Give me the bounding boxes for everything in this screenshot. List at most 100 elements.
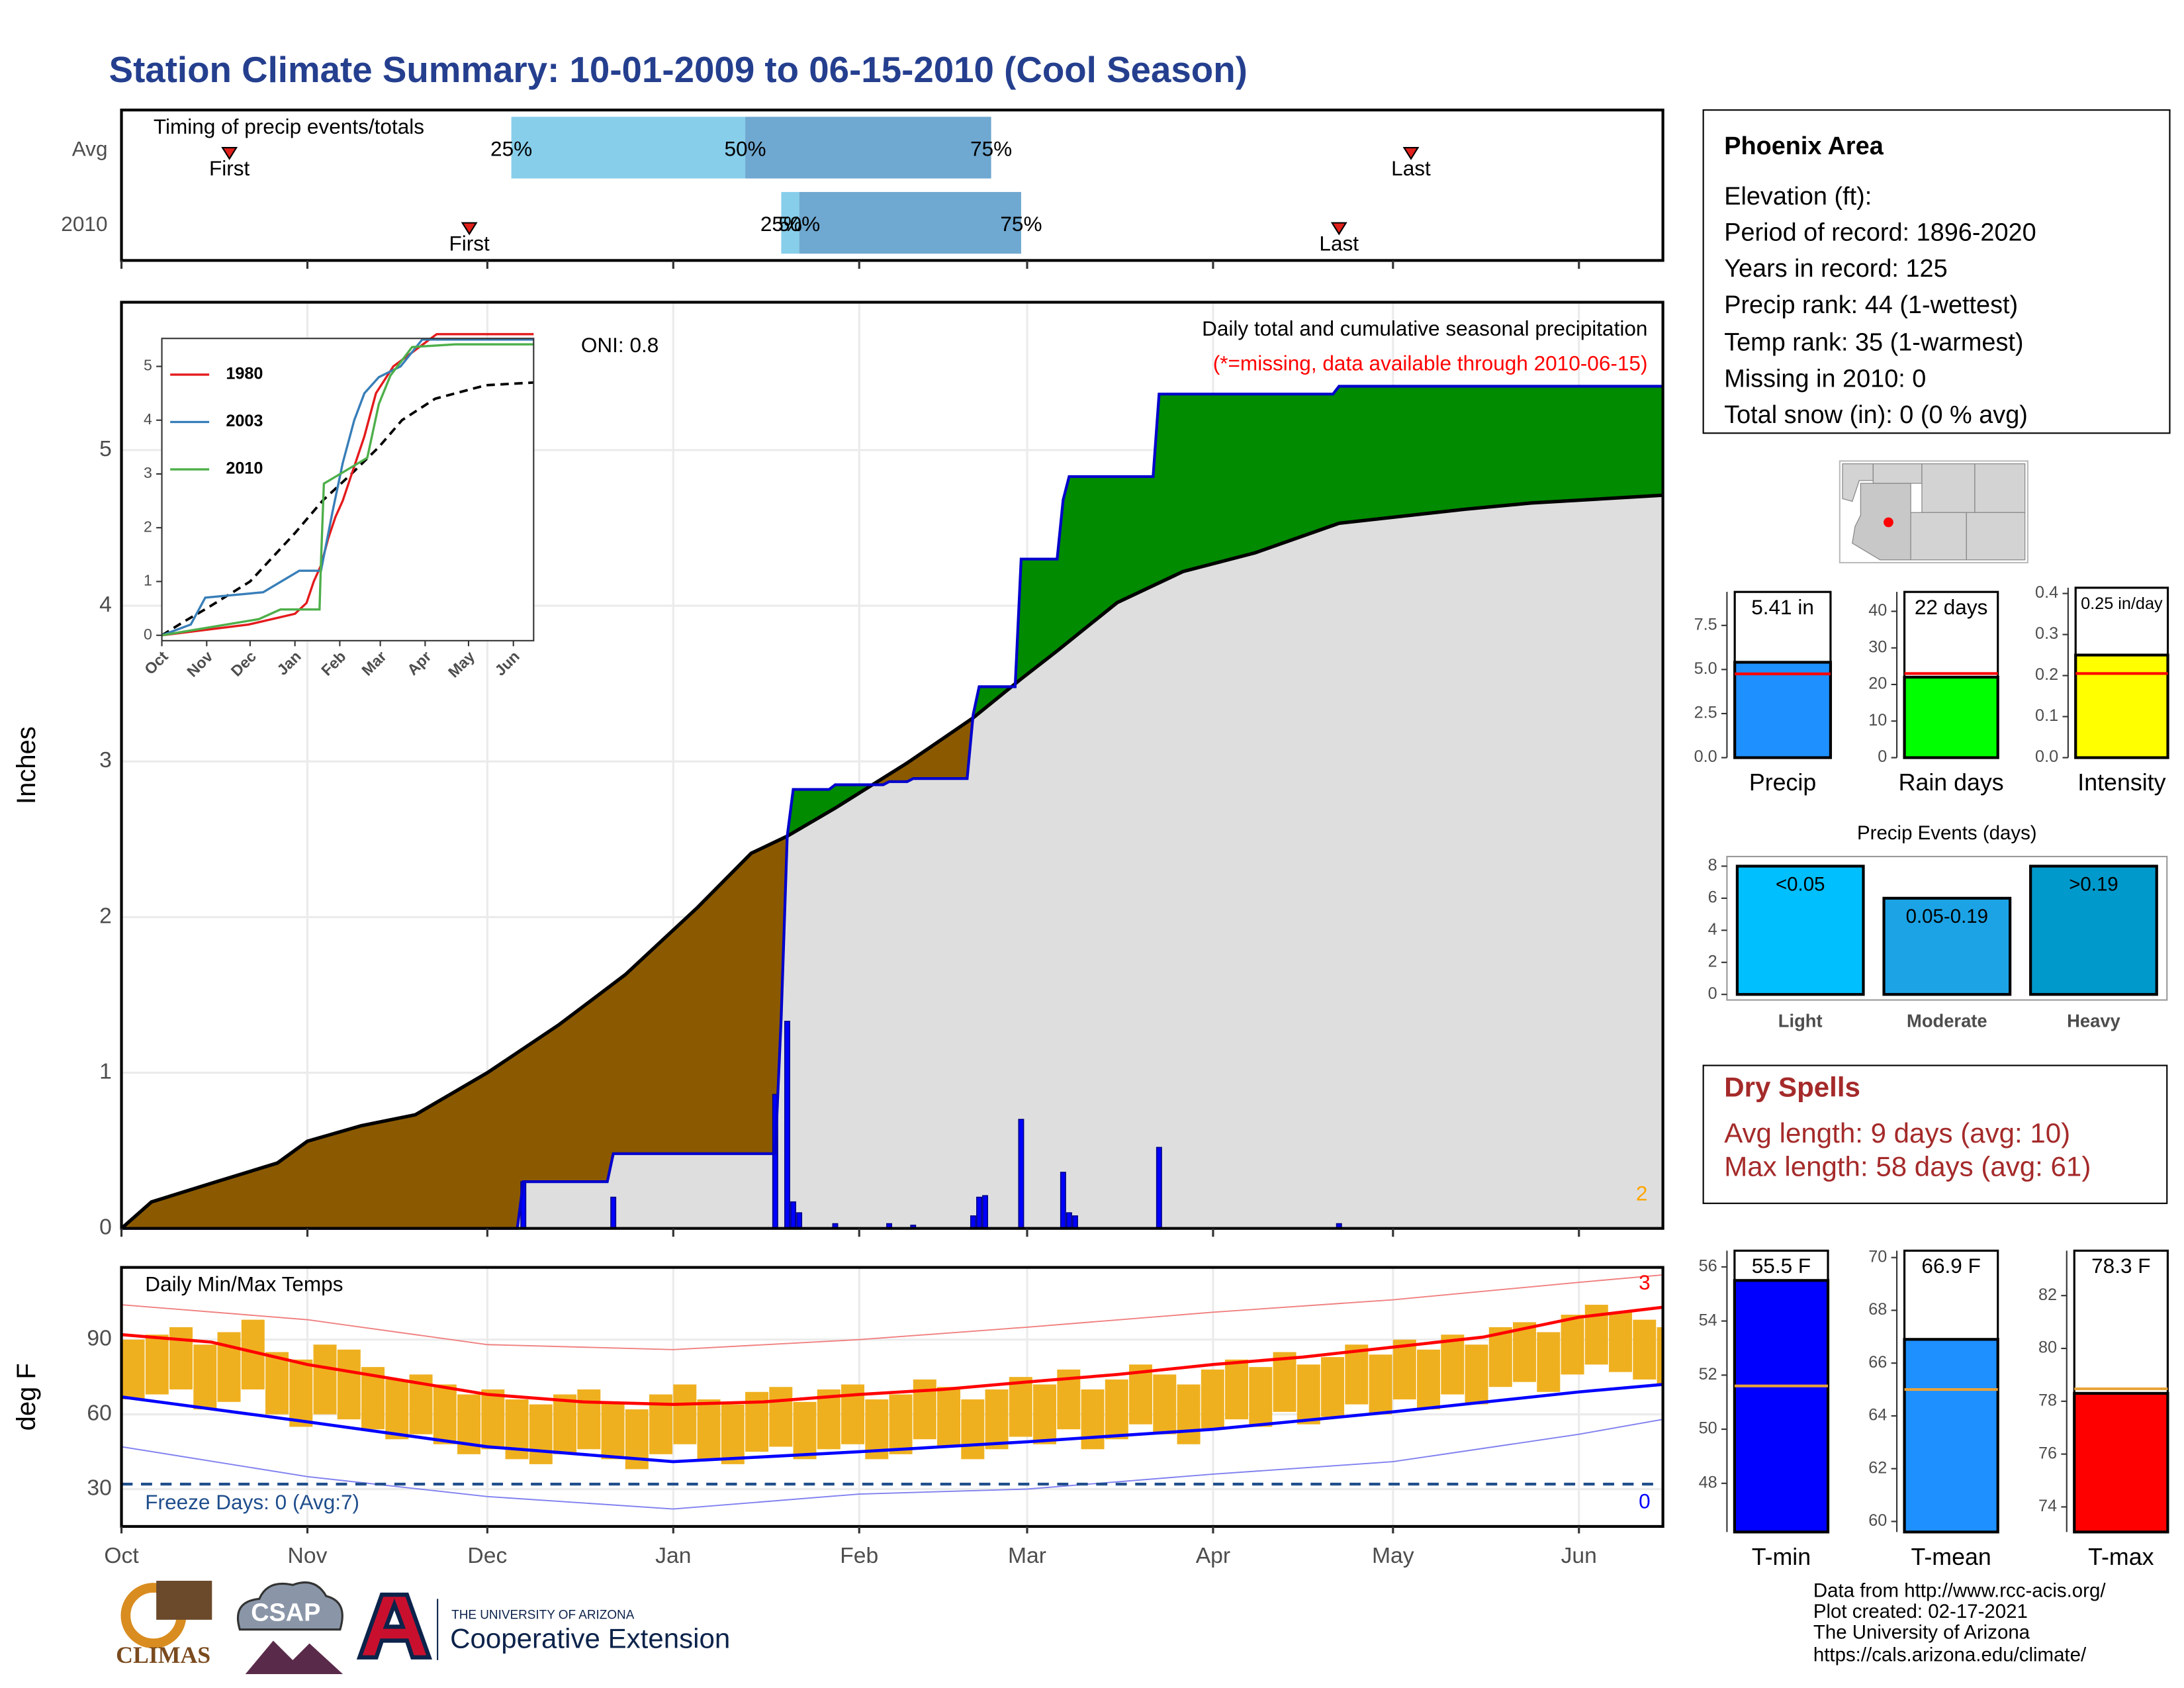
plot-frame	[120, 1266, 1664, 1528]
y-tick-label: 2	[99, 904, 112, 928]
station-line: Temp rank: 35 (1-warmest)	[1724, 329, 2023, 357]
cumulative-line	[121, 385, 1663, 1230]
y-tick-label: 6	[1708, 888, 1717, 907]
record-high-count: 3	[1639, 1270, 1651, 1294]
ua-logo	[356, 1592, 432, 1660]
annotation: ONI: 0.8	[581, 333, 659, 357]
x-tick-label: Intensity	[2077, 769, 2165, 796]
quartile-label: 50%	[724, 137, 766, 161]
y-tick-label: 52	[1699, 1365, 1717, 1383]
event-label: First	[209, 156, 250, 180]
daily-bar	[1156, 1147, 1162, 1229]
csap-logo	[236, 1581, 343, 1631]
x-tick-label: Oct	[104, 1544, 139, 1568]
bar-label: 0.05-0.19	[1906, 906, 1988, 927]
value-label: 55.5 F	[1752, 1254, 1811, 1278]
temp-bar	[1201, 1369, 1224, 1430]
temp-bar	[1561, 1315, 1584, 1375]
y-tick-label: 54	[1699, 1311, 1717, 1329]
temp-bar	[937, 1387, 961, 1447]
y-tick-label: 0	[1878, 747, 1887, 766]
temp-bar	[1249, 1367, 1273, 1427]
value-label: 66.9 F	[1921, 1254, 1980, 1278]
temp-bar	[385, 1379, 409, 1440]
quartile-bar	[745, 117, 991, 179]
daily-bar	[790, 1201, 797, 1229]
temp-bar	[289, 1359, 313, 1427]
logo-text: Cooperative Extension	[450, 1623, 730, 1654]
record-low-line	[121, 1419, 1663, 1510]
event-marker	[461, 222, 478, 236]
y-tick-label: 78	[2038, 1391, 2057, 1409]
temp-bar	[721, 1404, 745, 1464]
station-line: Years in record: 125	[1724, 255, 1947, 283]
y-axis-label: Inches	[12, 726, 41, 804]
record-low-count: 0	[1639, 1489, 1651, 1513]
event-marker	[221, 146, 238, 160]
credit-line: Data from http://www.rcc-acis.org/	[1813, 1580, 2106, 1602]
temp-bar	[1105, 1379, 1128, 1440]
bar	[1882, 896, 2012, 996]
temp-bar	[1392, 1339, 1416, 1400]
temp-bar	[1369, 1354, 1392, 1415]
bar	[2074, 653, 2169, 759]
bar	[1903, 1338, 1999, 1534]
plot-frame	[161, 338, 535, 641]
y-tick-label: 30	[87, 1476, 111, 1500]
temp-bar	[769, 1387, 793, 1447]
y-tick-label: 2	[1708, 952, 1717, 970]
y-tick-label: 1	[99, 1059, 112, 1084]
map-state	[1910, 512, 1967, 561]
dry-spells-frame	[1702, 1064, 2168, 1204]
value-label: 5.41 in	[1751, 595, 1814, 619]
y-tick-label: 0	[144, 626, 152, 643]
y-tick-label: 0	[1708, 984, 1717, 1003]
bar	[1733, 661, 1833, 759]
x-tick-label: Jan	[655, 1544, 691, 1568]
map-state	[1872, 463, 1923, 484]
temp-bar	[1225, 1359, 1249, 1420]
y-tick-label: 4	[1708, 920, 1717, 939]
average-low-line	[121, 1383, 1663, 1464]
temp-bar	[121, 1339, 145, 1400]
y-axis-label: deg F	[12, 1363, 41, 1430]
record-high-line	[121, 1274, 1663, 1350]
value-label: 0.25 in/day	[2081, 594, 2163, 613]
panel-subtitle: (*=missing, data available through 2010-…	[1213, 352, 1648, 375]
x-tick-label: Feb	[840, 1544, 878, 1568]
event-marker	[1402, 146, 1420, 160]
plot-frame	[120, 301, 1664, 1230]
temp-bar	[577, 1389, 601, 1450]
locator-map	[1839, 460, 2028, 564]
temp-bar	[1657, 1327, 1662, 1385]
station-frame	[1702, 109, 2171, 434]
temp-bar	[1441, 1335, 1465, 1395]
temp-bar	[889, 1394, 913, 1454]
bar	[1733, 1279, 1830, 1534]
temp-bar	[433, 1384, 457, 1444]
event-marker	[1330, 222, 1347, 236]
y-tick-label: 0.4	[2035, 583, 2058, 602]
y-tick-label: 7.5	[1694, 615, 1717, 633]
y-tick-label: 4	[99, 592, 112, 617]
credit-line: The University of Arizona	[1813, 1622, 2030, 1644]
y-tick-label: 10	[1868, 711, 1887, 729]
x-tick-label: Precip	[1749, 769, 1816, 796]
temp-bar	[1633, 1319, 1657, 1380]
y-tick-label: 5	[144, 357, 152, 374]
quartile-label: 25%	[760, 212, 802, 236]
average-high-line	[121, 1305, 1663, 1406]
logo-text: CLIMAS	[116, 1642, 210, 1668]
panel-title: Daily Min/Max Temps	[145, 1272, 343, 1295]
daily-bar	[1018, 1119, 1024, 1229]
temp-bar	[1081, 1389, 1105, 1450]
y-tick-label: 60	[87, 1401, 111, 1426]
series-line	[161, 343, 534, 637]
station-line: Total snow (in): 0 (0 % avg)	[1724, 401, 2028, 429]
base-area	[121, 495, 1663, 1229]
temp-bar	[1273, 1352, 1297, 1412]
temp-bar	[817, 1389, 841, 1450]
x-tick-label: Mar	[1008, 1544, 1046, 1568]
x-tick-label: Light	[1778, 1011, 1823, 1031]
